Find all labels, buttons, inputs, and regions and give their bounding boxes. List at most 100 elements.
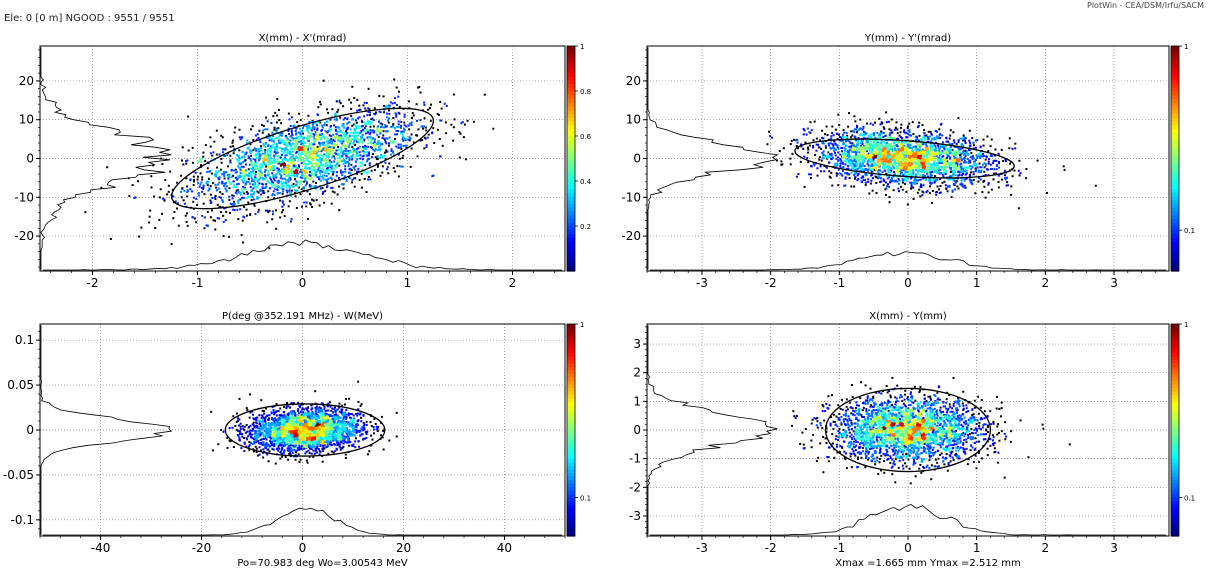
density-point (247, 155, 250, 158)
density-point (236, 208, 239, 211)
density-point (873, 156, 876, 159)
density-point (876, 149, 879, 152)
density-point (311, 123, 314, 126)
density-point (257, 172, 260, 175)
density-point (329, 125, 332, 128)
density-point (323, 153, 326, 156)
density-point (876, 161, 879, 164)
density-point (885, 111, 888, 114)
density-point (869, 145, 872, 148)
density-point (218, 196, 221, 199)
colorbar-segment (567, 267, 575, 272)
density-point (898, 179, 901, 182)
density-point (917, 160, 920, 163)
density-point (221, 199, 224, 202)
density-point (841, 161, 844, 164)
density-point (247, 201, 250, 204)
density-point (865, 174, 868, 177)
density-point (348, 168, 351, 171)
density-point (260, 189, 263, 192)
density-point (206, 183, 209, 186)
density-point (882, 156, 885, 159)
density-point (341, 173, 344, 176)
density-point (266, 136, 269, 139)
density-point (278, 160, 281, 163)
density-point (917, 148, 920, 151)
density-point (945, 145, 948, 148)
density-point (410, 147, 413, 150)
density-point (969, 156, 972, 159)
density-point (964, 168, 967, 171)
density-point (860, 156, 863, 159)
density-point (312, 138, 315, 141)
density-point (903, 131, 906, 134)
density-point (296, 150, 299, 153)
density-point (1025, 168, 1028, 171)
density-point (954, 150, 957, 153)
density-point (203, 193, 206, 196)
density-point (987, 160, 990, 163)
density-point (950, 149, 953, 152)
colorbar-segment (567, 199, 575, 205)
density-point (242, 189, 245, 192)
density-point (941, 151, 944, 154)
density-point (258, 173, 261, 176)
density-point (181, 146, 184, 149)
density-point (148, 221, 151, 224)
density-point (942, 162, 945, 165)
density-point (254, 212, 257, 215)
density-point (378, 110, 381, 113)
density-point (897, 169, 900, 172)
density-point (252, 148, 255, 151)
density-point (878, 162, 881, 165)
density-point (922, 173, 925, 176)
density-point (344, 165, 347, 168)
density-point (345, 157, 348, 160)
density-point (873, 139, 876, 142)
density-point (253, 164, 256, 167)
density-point (888, 155, 891, 158)
density-point (331, 190, 334, 193)
density-point (298, 170, 301, 173)
density-point (825, 166, 828, 169)
density-point (385, 149, 388, 152)
density-point (177, 224, 180, 227)
density-point (359, 136, 362, 139)
density-point (257, 136, 260, 139)
density-point (343, 144, 346, 147)
density-point (277, 181, 280, 184)
density-point (879, 155, 882, 158)
density-point (901, 145, 904, 148)
density-point (363, 115, 366, 118)
density-point (332, 133, 335, 136)
density-point (247, 146, 250, 149)
density-point (319, 144, 322, 147)
density-point (984, 196, 987, 199)
density-point (847, 164, 850, 167)
density-point (971, 165, 974, 168)
density-point (931, 201, 934, 204)
density-point (290, 158, 293, 161)
density-point (399, 146, 402, 149)
density-point (856, 164, 859, 167)
density-point (369, 125, 372, 128)
density-point (300, 175, 303, 178)
density-point (815, 137, 818, 140)
density-point (356, 152, 359, 155)
density-point (355, 121, 358, 124)
density-point (351, 124, 354, 127)
density-point (853, 156, 856, 159)
density-point (369, 122, 372, 125)
density-point (963, 152, 966, 155)
density-point (315, 121, 318, 124)
density-point (869, 161, 872, 164)
density-point (259, 176, 262, 179)
density-point (211, 154, 214, 157)
density-point (326, 163, 329, 166)
density-point (959, 183, 962, 186)
density-point (824, 154, 827, 157)
density-point (247, 168, 250, 171)
density-point (325, 137, 328, 140)
density-point (350, 169, 353, 172)
density-point (316, 148, 319, 151)
